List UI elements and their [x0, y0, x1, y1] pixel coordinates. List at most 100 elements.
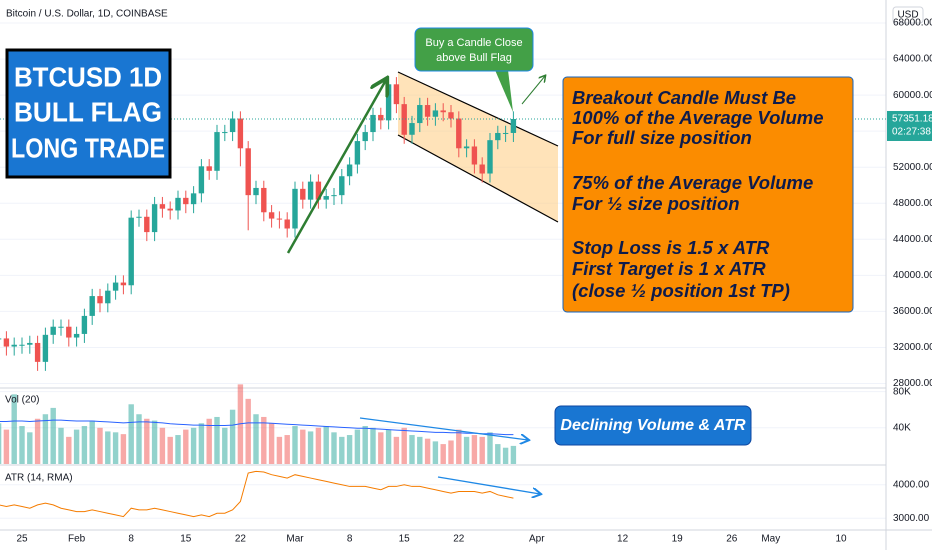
- candle-body: [346, 164, 353, 177]
- candle-body: [471, 146, 478, 165]
- last-price: 57351.18: [892, 114, 932, 125]
- candle-body: [487, 140, 493, 174]
- x-tick-label: Feb: [68, 534, 86, 545]
- volume-bar: [151, 420, 158, 464]
- candle-body: [268, 212, 275, 219]
- candle-body: [393, 84, 400, 105]
- candle-body: [245, 148, 251, 196]
- candle-body: [502, 132, 509, 134]
- candle-body: [276, 218, 283, 220]
- flag-channel: [398, 72, 558, 222]
- x-tick-label: 22: [453, 534, 465, 545]
- volume-bar: [495, 444, 501, 464]
- title-box: [5, 48, 172, 179]
- candle-body: [323, 196, 329, 200]
- volume-bar: [222, 427, 228, 464]
- volume-bar: [136, 414, 142, 464]
- volume-bar: [198, 423, 205, 464]
- candle-body: [448, 112, 454, 119]
- candle-body: [378, 114, 384, 121]
- currency[interactable]: USD: [897, 10, 918, 21]
- candle-body: [300, 188, 306, 200]
- volume-bar: [214, 416, 220, 464]
- volume-bar: [276, 436, 283, 464]
- volume-note-box: [554, 405, 752, 446]
- candle-body: [417, 105, 423, 124]
- volume-bar: [105, 431, 111, 464]
- note: Stop Loss is 1.5 x ATR: [572, 237, 770, 258]
- volume-bar: [97, 427, 103, 464]
- volume-bar: [378, 432, 384, 464]
- candle-body: [206, 166, 212, 171]
- candle-body: [424, 105, 431, 117]
- candle-body: [151, 204, 158, 233]
- candle-body: [89, 296, 95, 316]
- x-tick-label: 15: [180, 534, 192, 545]
- callout-text: above Bull Flag: [436, 52, 512, 64]
- volume-bar: [42, 414, 49, 464]
- candle-body: [50, 326, 56, 335]
- y-tick-label: 52000.00: [893, 162, 932, 173]
- volume-bar: [268, 423, 275, 464]
- volume-bar: [128, 404, 134, 464]
- y-tick-label: 32000.00: [893, 342, 932, 353]
- y-tick-label: 28000.00: [893, 378, 932, 389]
- volume-bar: [323, 426, 329, 464]
- volume-bar: [175, 435, 181, 464]
- volume-bar: [66, 436, 72, 464]
- volume-bar: [424, 438, 431, 464]
- volume-bar: [315, 427, 322, 464]
- candle-body: [463, 146, 470, 149]
- volume-bar: [144, 418, 150, 464]
- candle-body: [510, 118, 517, 133]
- flag-upper: [397, 71, 559, 147]
- y-tick-label: 60000.00: [893, 90, 932, 101]
- candle-body: [354, 141, 361, 165]
- candle-body: [456, 118, 462, 149]
- volume-bar: [370, 427, 376, 464]
- volume-bar: [307, 431, 314, 464]
- volume-bar: [502, 447, 509, 464]
- candle-body: [385, 84, 392, 121]
- candle-body: [370, 114, 376, 133]
- volume-bar: [190, 427, 197, 464]
- volume-bar: [432, 441, 439, 464]
- volume-bar: [292, 426, 298, 464]
- note: First Target is 1 x ATR: [572, 258, 766, 279]
- title-line: BULL FLAG: [14, 96, 162, 127]
- candle-body: [128, 217, 134, 286]
- candle-body: [237, 118, 244, 149]
- volume-bar: [112, 432, 119, 464]
- candle-body: [175, 197, 181, 211]
- volume-bar: [479, 436, 485, 464]
- note: 100% of the Average Volume: [572, 107, 824, 128]
- volume-arrow: [359, 417, 528, 440]
- volume-bar: [284, 435, 290, 464]
- y-tick-label: 40K: [893, 422, 911, 433]
- volume-bar: [89, 420, 95, 464]
- volume-bar: [339, 436, 345, 464]
- candle-body: [159, 204, 166, 209]
- note: Breakout Candle Must Be: [572, 87, 796, 108]
- volume-bar: [167, 436, 173, 464]
- volume-bar: [417, 436, 423, 464]
- y-tick-label: 64000.00: [893, 54, 932, 65]
- candle-body: [261, 187, 267, 213]
- volume-bar: [401, 427, 407, 464]
- candle-body: [27, 342, 33, 345]
- volume-bar: [58, 427, 64, 464]
- y-tick-label: 48000.00: [893, 198, 932, 209]
- candle-body: [19, 344, 25, 346]
- volume-bar: [245, 398, 251, 464]
- candle-body: [81, 315, 88, 334]
- callout-pointer: [495, 70, 513, 112]
- candle-body: [42, 334, 49, 362]
- volume-bar: [300, 429, 306, 464]
- volume-bar: [120, 434, 127, 464]
- volume-bar: [253, 414, 259, 464]
- candle-body: [112, 282, 119, 291]
- candle-body: [440, 110, 446, 113]
- candle-body: [214, 132, 220, 171]
- currency-button[interactable]: [892, 6, 924, 24]
